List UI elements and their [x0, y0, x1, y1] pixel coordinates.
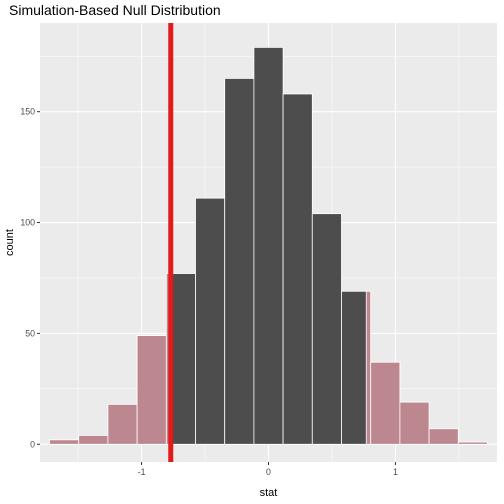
y-tick-labels: 0 50 100 150 [20, 107, 35, 450]
shaded-bar-region [365, 290, 372, 445]
y-tick-label: 50 [25, 328, 35, 338]
y-tick-label: 150 [20, 107, 35, 117]
axis-ticks [37, 111, 396, 465]
y-tick-label: 0 [30, 439, 35, 449]
y-tick-label: 100 [20, 218, 35, 228]
shaded-bar-region [370, 361, 401, 445]
shaded-bar-region [428, 428, 459, 445]
histogram-bar [253, 46, 284, 445]
x-tick-label: 0 [266, 467, 271, 477]
shaded-bar-region [49, 439, 80, 445]
histogram-bar [195, 197, 226, 445]
shaded-bar-region [107, 403, 138, 445]
x-axis-title: stat [260, 487, 278, 499]
y-axis-title: count [4, 229, 16, 256]
chart-title: Simulation-Based Null Distribution [9, 2, 221, 18]
histogram-bar [311, 213, 342, 445]
shaded-bar-region [136, 335, 167, 445]
shaded-bar-region [457, 441, 488, 445]
shaded-bar-region [78, 434, 109, 445]
histogram-bar [224, 78, 255, 445]
x-tick-label: -1 [138, 467, 146, 477]
histogram-bar [341, 290, 372, 445]
histogram-bar [282, 93, 313, 445]
x-tick-labels: -1 0 1 [138, 467, 398, 477]
x-tick-label: 1 [393, 467, 398, 477]
shaded-bar-region [399, 401, 430, 445]
